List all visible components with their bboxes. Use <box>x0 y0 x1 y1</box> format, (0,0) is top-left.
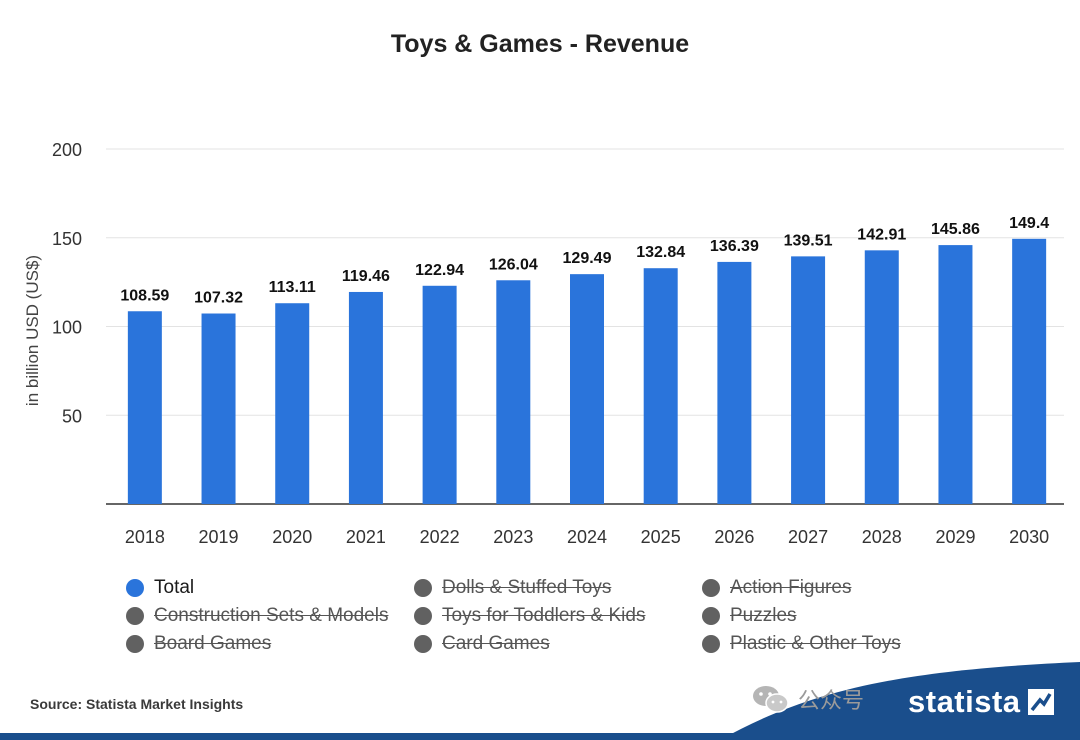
legend-label: Board Games <box>154 633 272 654</box>
legend-dot-icon <box>414 579 432 597</box>
x-tick-label: 2018 <box>125 527 165 547</box>
bar <box>348 291 383 504</box>
y-tick-label: 200 <box>52 140 82 160</box>
legend-label: Plastic & Other Toys <box>730 633 901 654</box>
legend-label: Total <box>154 577 195 598</box>
legend-dot-icon <box>414 635 432 653</box>
legend-label: Dolls & Stuffed Toys <box>442 577 612 598</box>
legend-item-puzzles[interactable]: Puzzles <box>702 604 797 628</box>
legend-item-toddlers[interactable]: Toys for Toddlers & Kids <box>414 604 645 628</box>
bar-value-label: 129.49 <box>563 250 612 267</box>
bar <box>791 256 826 504</box>
legend-item-construction[interactable]: Construction Sets & Models <box>126 604 388 628</box>
bar <box>201 313 236 504</box>
bar-chart: 50 100 150 200 in billion USD (US$) 108.59 201… <box>23 140 1064 547</box>
bar-value-label: 132.84 <box>636 244 685 261</box>
wechat-watermark: 公众号 <box>752 683 864 715</box>
legend-dot-icon <box>702 635 720 653</box>
legend-dot-icon <box>126 579 144 597</box>
bar-value-label: 107.32 <box>194 290 243 307</box>
legend-label: Construction Sets & Models <box>154 605 389 626</box>
wechat-icon <box>753 686 789 713</box>
statista-logo-text: statista <box>908 684 1021 719</box>
legend-label: Toys for Toddlers & Kids <box>442 605 646 626</box>
bar <box>1012 238 1047 504</box>
bar-value-label: 145.86 <box>931 221 980 238</box>
legend-item-dolls[interactable]: Dolls & Stuffed Toys <box>414 576 611 600</box>
legend-dot-icon <box>126 635 144 653</box>
legend-item-plastic[interactable]: Plastic & Other Toys <box>702 632 901 656</box>
x-tick-label: 2024 <box>567 527 607 547</box>
source-note: Source: Statista Market Insights <box>30 696 244 712</box>
legend-label: Puzzles <box>730 605 797 626</box>
bar <box>570 274 604 504</box>
bar <box>275 303 310 504</box>
bar-value-label: 119.46 <box>342 268 390 285</box>
statista-logo: statista <box>908 684 1055 720</box>
x-tick-label: 2022 <box>420 527 460 547</box>
chart-title: Toys & Games - Revenue <box>390 30 690 58</box>
bar-value-label: 126.04 <box>489 256 538 273</box>
brand-wave-shape <box>720 662 1080 740</box>
bar-value-label: 149.4 <box>1009 215 1049 232</box>
legend-label: Action Figures <box>730 577 852 598</box>
bar <box>717 261 752 504</box>
statista-mark-icon <box>1027 689 1054 715</box>
legend-dot-icon <box>702 579 720 597</box>
x-tick-label: 2026 <box>714 527 754 547</box>
legend-dot-icon <box>126 607 144 625</box>
bar-value-label: 108.59 <box>120 287 169 304</box>
brand-bar <box>0 733 1080 740</box>
legend-dot-icon <box>702 607 720 625</box>
y-axis-title: in billion USD (US$) <box>23 255 42 406</box>
bar <box>422 285 457 504</box>
x-tick-label: 2023 <box>493 527 533 547</box>
x-tick-label: 2030 <box>1009 527 1049 547</box>
legend-item-total[interactable]: Total <box>126 576 194 600</box>
bar <box>864 250 899 504</box>
wechat-watermark-text: 公众号 <box>798 688 865 713</box>
x-tick-label: 2029 <box>935 527 975 547</box>
x-tick-label: 2027 <box>788 527 828 547</box>
x-tick-label: 2020 <box>272 527 312 547</box>
x-tick-label: 2019 <box>199 527 239 547</box>
bar <box>127 311 162 504</box>
bar <box>496 280 531 504</box>
x-tick-label: 2021 <box>346 527 386 547</box>
y-tick-label: 50 <box>62 406 82 426</box>
y-tick-label: 100 <box>52 318 82 338</box>
legend-item-board-games[interactable]: Board Games <box>126 632 271 656</box>
x-tick-label: 2028 <box>862 527 902 547</box>
bar-value-label: 136.39 <box>710 238 759 255</box>
bar-value-label: 139.51 <box>784 232 833 249</box>
y-tick-label: 150 <box>52 229 82 249</box>
legend-item-action-figures[interactable]: Action Figures <box>702 576 851 600</box>
bar-value-label: 142.91 <box>857 226 906 243</box>
bar <box>643 268 678 504</box>
bar-value-label: 113.11 <box>269 279 316 296</box>
legend-dot-icon <box>414 607 432 625</box>
bar <box>938 245 973 504</box>
x-tick-label: 2025 <box>641 527 681 547</box>
legend-item-card-games[interactable]: Card Games <box>414 632 550 656</box>
legend-label: Card Games <box>442 633 550 654</box>
bar-value-label: 122.94 <box>415 262 464 279</box>
